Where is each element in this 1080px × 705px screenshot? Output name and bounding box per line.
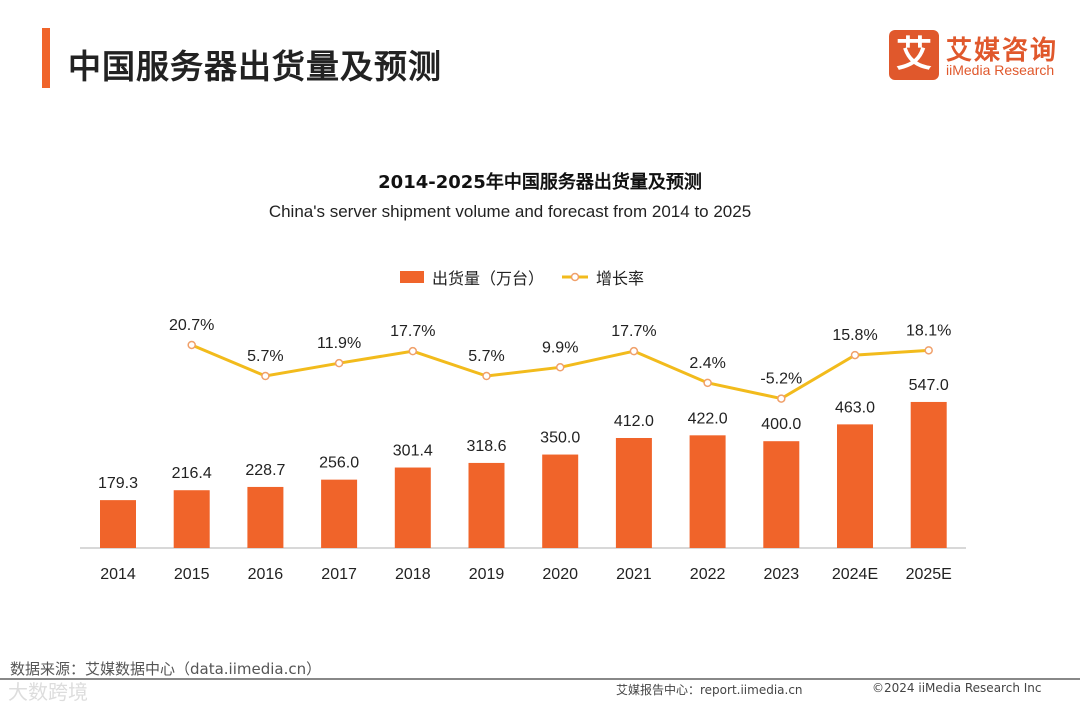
bar-value-label: 400.0 [761, 416, 801, 433]
growth-point [187, 340, 196, 350]
x-tick-label: 2021 [616, 566, 652, 583]
growth-point [850, 350, 860, 360]
chart-subtitle: China's server shipment volume and forec… [268, 202, 752, 221]
x-tick-label: 2018 [395, 566, 431, 583]
bar [173, 490, 210, 548]
legend-line-swatch [562, 272, 589, 282]
x-tick-label: 2022 [690, 566, 726, 583]
bar [910, 401, 947, 548]
title-accent-bar [42, 28, 50, 88]
growth-point [555, 363, 565, 372]
growth-point [408, 346, 418, 356]
growth-value-label: 5.7% [247, 348, 283, 365]
growth-point [924, 346, 933, 355]
legend-line-label: 增长率 [596, 269, 645, 288]
growth-value-label: -5.2% [760, 371, 802, 388]
growth-value-label: 11.9% [317, 335, 361, 352]
page-title: 中国服务器出货量及预测 [68, 47, 442, 86]
logo-text-cn: 艾媒咨询 [946, 36, 1059, 66]
bar-value-label: 301.4 [393, 443, 433, 460]
growth-value-label: 17.7% [390, 323, 435, 340]
x-tick-label: 2014 [100, 566, 136, 583]
chart-title: 2014-2025年中国服务器出货量及预测 [378, 172, 702, 193]
x-tick-label: 2016 [248, 566, 284, 583]
legend-bar-swatch [400, 271, 424, 283]
bar-value-label: 179.3 [98, 475, 138, 492]
growth-point [334, 358, 344, 368]
growth-point [703, 378, 712, 388]
bar-value-label: 350.0 [540, 430, 580, 447]
bar-value-label: 228.7 [245, 462, 285, 479]
x-tick-label: 2019 [469, 566, 505, 583]
bar [689, 435, 726, 548]
x-tick-label: 2020 [542, 566, 578, 583]
growth-value-label: 15.8% [832, 327, 877, 344]
footer-divider [0, 678, 1080, 680]
bar [615, 437, 652, 548]
bar-value-label: 412.0 [614, 413, 654, 430]
copyright: ©2024 iiMedia Research Inc [872, 681, 1042, 695]
bar [468, 462, 505, 548]
bar-value-label: 318.6 [466, 438, 506, 455]
growth-value-label: 5.7% [468, 348, 504, 365]
x-tick-label: 2024E [832, 566, 878, 583]
growth-value-label: 17.7% [611, 323, 656, 340]
bar [100, 500, 136, 548]
logo-text-en: iiMedia Research [946, 62, 1055, 78]
x-tick-label: 2017 [321, 566, 357, 583]
bar [321, 479, 358, 548]
bar-value-label: 463.0 [835, 399, 875, 416]
growth-value-label: 9.9% [542, 339, 578, 356]
bar-value-label: 422.0 [688, 410, 728, 427]
x-tick-label: 2023 [764, 566, 800, 583]
logo-icon: 艾 [889, 30, 939, 80]
data-source: 数据来源：艾媒数据中心（data.iimedia.cn） [10, 660, 322, 678]
bar [837, 424, 873, 548]
bar [763, 441, 800, 548]
legend: 出货量（万台） 增长率 [400, 265, 644, 289]
growth-point [482, 371, 491, 381]
bar [394, 467, 431, 548]
bar-value-label: 216.4 [172, 465, 212, 482]
growth-value-label: 18.1% [906, 322, 951, 339]
watermark: 大数跨境 [8, 680, 88, 704]
growth-point [629, 346, 639, 356]
growth-point [261, 371, 270, 381]
growth-value-label: 2.4% [689, 355, 725, 372]
bar [247, 486, 284, 548]
legend-bar-label: 出货量（万台） [432, 269, 545, 288]
x-tick-label: 2025E [906, 566, 952, 583]
bar-value-label: 547.0 [909, 377, 949, 394]
report-link[interactable]: 艾媒报告中心：report.iimedia.cn [616, 683, 803, 697]
x-tick-label: 2015 [174, 566, 210, 583]
growth-point [777, 394, 786, 403]
bar [542, 454, 579, 548]
growth-value-label: 20.7% [169, 317, 214, 334]
bar-value-label: 256.0 [319, 455, 359, 472]
